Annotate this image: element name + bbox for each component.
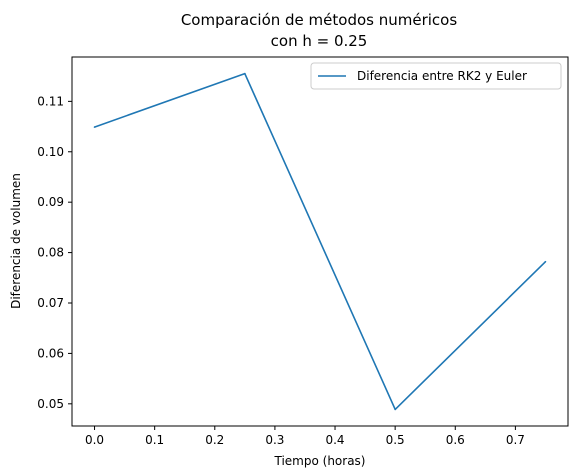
y-axis-label: Diferencia de volumen xyxy=(9,173,23,309)
y-tick-label: 0.06 xyxy=(37,346,64,360)
y-tick-label: 0.09 xyxy=(37,195,64,209)
x-tick-label: 0.2 xyxy=(205,433,224,447)
plot-frame xyxy=(71,56,569,427)
data-point xyxy=(544,260,547,263)
x-tick-label: 0.5 xyxy=(386,433,405,447)
x-tick-label: 0.1 xyxy=(145,433,164,447)
x-tick-label: 0.3 xyxy=(265,433,284,447)
y-tick-label: 0.05 xyxy=(37,397,64,411)
axis-ticks: 0.0 0.1 0.2 0.3 0.4 0.5 0.6 0.7 0.05 0.06 0.07 0.08… xyxy=(37,94,525,447)
data-point xyxy=(394,408,396,411)
x-axis-label: Tiempo (horas) xyxy=(274,454,366,468)
legend: Diferencia entre RK2 y Euler xyxy=(310,62,562,90)
series-group xyxy=(93,72,547,411)
data-point xyxy=(244,72,246,75)
legend-label: Diferencia entre RK2 y Euler xyxy=(357,69,527,83)
x-tick-label: 0.7 xyxy=(506,433,525,447)
chart-title-line-1: Comparación de métodos numéricos xyxy=(181,11,458,29)
legend-box xyxy=(310,62,562,90)
y-tick-label: 0.11 xyxy=(37,94,64,108)
series-line xyxy=(94,72,547,411)
y-tick-label: 0.07 xyxy=(37,296,64,310)
x-tick-label: 0.6 xyxy=(446,433,465,447)
x-tick-label: 0.4 xyxy=(325,433,344,447)
y-tick-label: 0.10 xyxy=(37,145,64,159)
data-point xyxy=(93,126,96,128)
chart-title-line-2: con h = 0.25 xyxy=(271,32,368,50)
x-tick-label: 0.0 xyxy=(85,433,104,447)
y-tick-label: 0.08 xyxy=(37,246,64,260)
